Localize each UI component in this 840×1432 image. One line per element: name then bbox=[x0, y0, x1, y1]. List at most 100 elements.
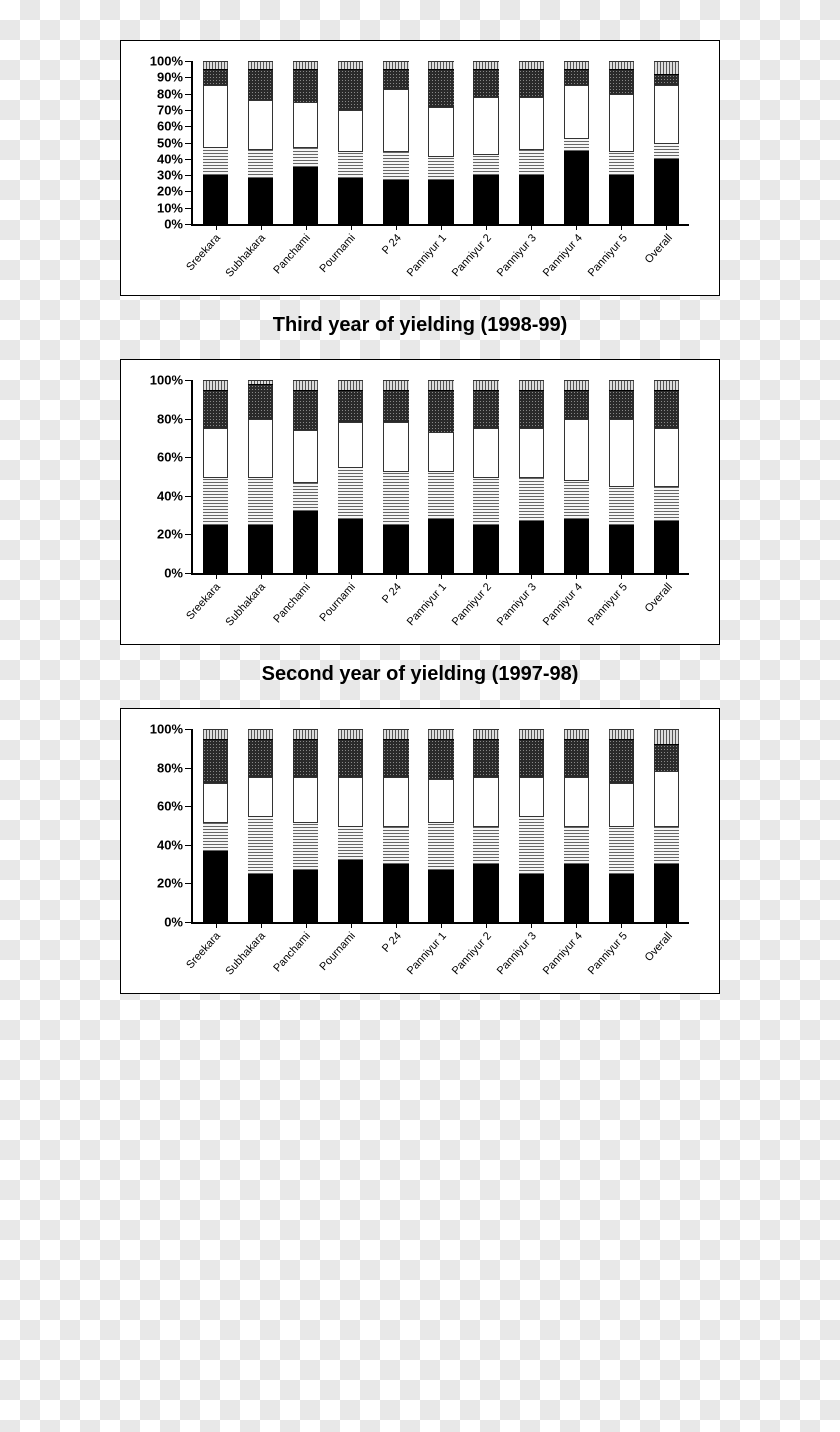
bar-segment bbox=[338, 110, 363, 151]
bar-segment bbox=[519, 816, 544, 874]
bar-slot bbox=[644, 729, 689, 922]
bar-segment bbox=[338, 422, 363, 466]
stacked-bar bbox=[428, 61, 453, 224]
bar-segment bbox=[203, 822, 228, 851]
bar-segment bbox=[654, 826, 679, 865]
bar-segment bbox=[428, 432, 453, 471]
y-tick bbox=[185, 496, 193, 497]
chart-panel-1998-99: 0%10%20%30%40%50%60%70%80%90%100% Sreeka… bbox=[120, 40, 720, 296]
bar-segment bbox=[428, 739, 453, 780]
bar-segment bbox=[338, 860, 363, 922]
y-tick bbox=[185, 534, 193, 535]
bar-segment bbox=[293, 729, 318, 739]
caption-1997-98: Second year of yielding (1997-98) bbox=[120, 663, 720, 686]
bar-segment bbox=[564, 729, 589, 739]
bar-segment bbox=[383, 61, 408, 69]
bar-slot bbox=[238, 729, 283, 922]
bar-segment bbox=[248, 729, 273, 739]
plot-1998-99: 0%10%20%30%40%50%60%70%80%90%100% bbox=[191, 61, 689, 226]
y-axis-label: 60% bbox=[157, 450, 183, 465]
bar-segment bbox=[473, 777, 498, 825]
bar-segment bbox=[609, 380, 634, 390]
bar-segment bbox=[203, 69, 228, 85]
bar-segment bbox=[609, 61, 634, 69]
bar-segment bbox=[293, 147, 318, 167]
bar-segment bbox=[564, 864, 589, 922]
bar-slot bbox=[238, 380, 283, 573]
y-tick bbox=[185, 457, 193, 458]
bar-segment bbox=[473, 175, 498, 224]
x-label-slot: Pournami bbox=[327, 924, 372, 979]
bar-segment bbox=[564, 151, 589, 224]
stacked-bar bbox=[293, 380, 318, 573]
stacked-bar bbox=[473, 380, 498, 573]
y-tick bbox=[185, 175, 193, 176]
y-axis-label: 40% bbox=[157, 151, 183, 166]
bar-segment bbox=[428, 180, 453, 224]
stacked-bar bbox=[338, 729, 363, 922]
bar-segment bbox=[203, 851, 228, 922]
bar-segment bbox=[338, 178, 363, 224]
bar-segment bbox=[338, 519, 363, 573]
bar-segment bbox=[654, 864, 679, 922]
y-tick bbox=[185, 143, 193, 144]
stacked-bar bbox=[564, 729, 589, 922]
stacked-bar bbox=[609, 380, 634, 573]
bar-segment bbox=[654, 486, 679, 521]
stacked-bar bbox=[519, 729, 544, 922]
bar-segment bbox=[564, 519, 589, 573]
bar-segment bbox=[473, 739, 498, 778]
y-tick bbox=[185, 224, 193, 225]
bar-segment bbox=[519, 739, 544, 778]
bar-segment bbox=[428, 471, 453, 519]
bar-slot bbox=[418, 61, 463, 224]
y-tick bbox=[185, 729, 193, 730]
bar-segment bbox=[519, 521, 544, 573]
bar-segment bbox=[654, 380, 679, 390]
bar-segment bbox=[338, 777, 363, 825]
bar-segment bbox=[338, 826, 363, 861]
bar-segment bbox=[519, 874, 544, 922]
x-axis-label: P 24 bbox=[380, 232, 404, 257]
bar-segment bbox=[203, 729, 228, 739]
x-label-slot: Subhakara bbox=[236, 924, 281, 979]
bar-slot bbox=[554, 380, 599, 573]
stacked-bar bbox=[293, 729, 318, 922]
y-tick bbox=[185, 883, 193, 884]
bar-slot bbox=[193, 729, 238, 922]
bar-slot bbox=[328, 61, 373, 224]
stacked-bar bbox=[248, 729, 273, 922]
chart-panel-bottom: 0%20%40%60%80%100% SreekaraSubhakaraPanc… bbox=[120, 708, 720, 994]
bar-segment bbox=[383, 151, 408, 180]
y-axis-label: 100% bbox=[150, 54, 183, 69]
bar-slot bbox=[193, 61, 238, 224]
bar-segment bbox=[473, 390, 498, 429]
bar-segment bbox=[428, 519, 453, 573]
x-label-slot: Overall bbox=[644, 924, 689, 979]
bar-segment bbox=[203, 390, 228, 429]
bars-bottom bbox=[193, 729, 689, 922]
stacked-bar bbox=[383, 729, 408, 922]
bar-segment bbox=[609, 874, 634, 922]
bar-segment bbox=[293, 482, 318, 511]
bar-segment bbox=[564, 138, 589, 151]
bar-segment bbox=[564, 85, 589, 137]
y-axis-label: 50% bbox=[157, 135, 183, 150]
bar-segment bbox=[609, 826, 634, 874]
bar-segment bbox=[564, 739, 589, 778]
caption-1998-99: Third year of yielding (1998-99) bbox=[120, 314, 720, 337]
bar-segment bbox=[654, 61, 679, 74]
x-label-slot: Panchami bbox=[282, 924, 327, 979]
bar-segment bbox=[428, 61, 453, 69]
y-axis-label: 0% bbox=[164, 566, 183, 581]
x-label-slot: Pournami bbox=[327, 575, 372, 630]
bar-segment bbox=[519, 149, 544, 175]
bar-segment bbox=[473, 97, 498, 154]
bar-slot bbox=[599, 61, 644, 224]
chart-area-bottom: 0%20%40%60%80%100% SreekaraSubhakaraPanc… bbox=[191, 729, 689, 979]
stacked-bar bbox=[428, 729, 453, 922]
bar-segment bbox=[609, 390, 634, 419]
bar-segment bbox=[609, 739, 634, 783]
y-tick bbox=[185, 208, 193, 209]
stacked-bar bbox=[203, 380, 228, 573]
